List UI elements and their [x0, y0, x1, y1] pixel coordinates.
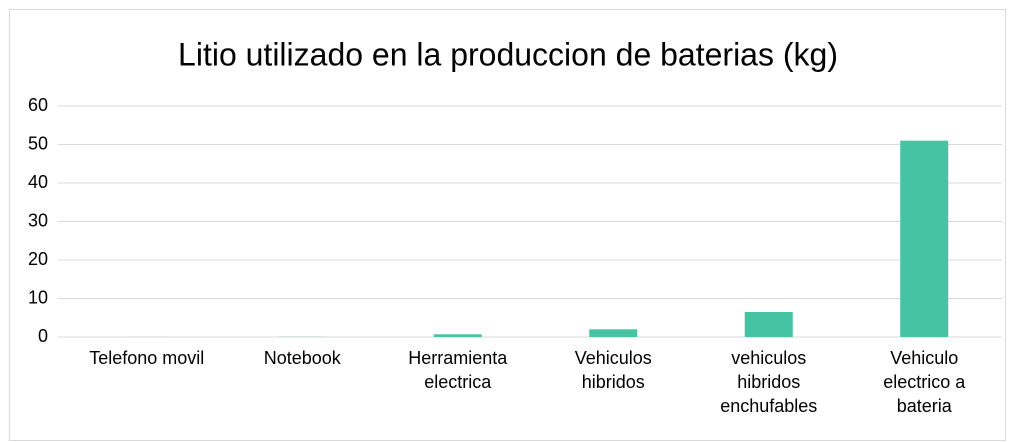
bar — [900, 140, 949, 337]
y-tick-label: 10 — [28, 287, 48, 307]
bar — [589, 329, 638, 337]
chart-title: Litio utilizado en la produccion de bate… — [178, 36, 838, 72]
x-tick-label: Vehiculos hibridos — [574, 348, 652, 392]
chart-border — [9, 9, 1006, 441]
x-tick-label: Telefono movil — [89, 348, 205, 368]
x-tick-label: Vehiculo electrico a bateria — [883, 348, 966, 416]
x-tick-label: Notebook — [263, 348, 341, 368]
y-tick-label: 60 — [28, 95, 48, 115]
y-tick-label: 20 — [28, 249, 48, 269]
x-tick-label: Herramienta electrica — [408, 348, 508, 392]
y-tick-label: 40 — [28, 172, 48, 192]
bar — [744, 311, 793, 337]
y-tick-label: 50 — [28, 133, 48, 153]
y-tick-label: 0 — [38, 326, 48, 346]
bar — [433, 334, 482, 337]
x-tick-label: vehiculos hibridos enchufables — [720, 348, 818, 416]
y-tick-label: 30 — [28, 210, 48, 230]
